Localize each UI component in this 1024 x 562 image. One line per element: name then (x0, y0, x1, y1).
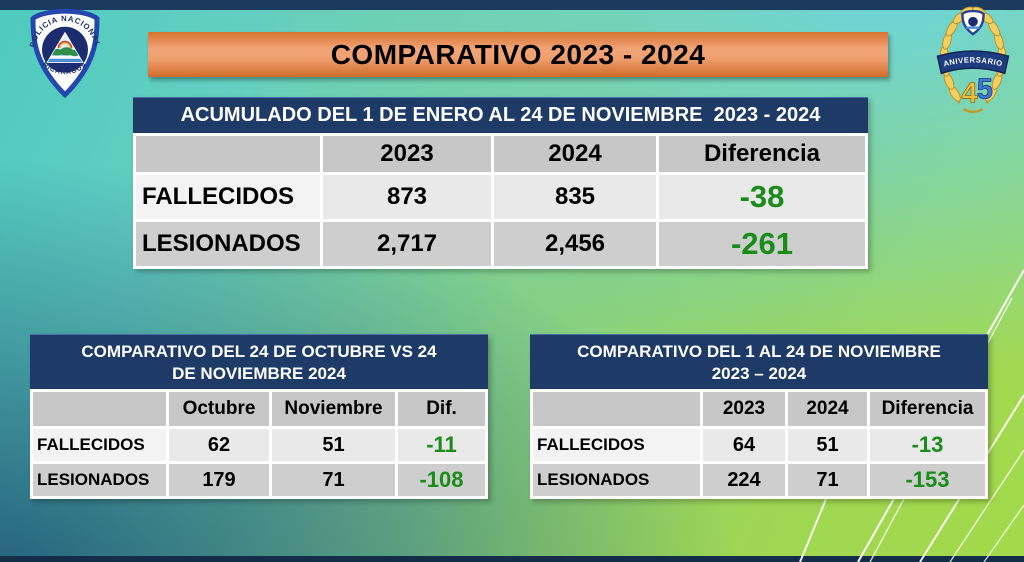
fallecidos-diff-value: -38 (659, 175, 865, 219)
october-vs-november-table: COMPARATIVO DEL 24 DE OCTUBRE VS 24 DE N… (30, 334, 488, 500)
row-label-fallecidos: FALLECIDOS (533, 429, 700, 462)
row-label-fallecidos: FALLECIDOS (136, 175, 320, 219)
column-header-2024: 2024 (788, 392, 867, 427)
lesionados-2024-value: 2,456 (494, 222, 656, 266)
lesionados-noviembre-value: 71 (272, 464, 395, 497)
fallecidos-2024-value: 51 (788, 429, 867, 462)
november-table-title-line1: COMPARATIVO DEL 1 AL 24 DE NOVIEMBRE (577, 342, 941, 361)
row-label-lesionados: LESIONADOS (136, 222, 320, 266)
accumulated-table-title: ACUMULADO DEL 1 DE ENERO AL 24 DE NOVIEM… (133, 97, 868, 133)
october-table-title-line1: COMPARATIVO DEL 24 DE OCTUBRE VS 24 (81, 342, 437, 361)
slide-title: COMPARATIVO 2023 - 2024 (330, 38, 706, 70)
october-table-title-line2: DE NOVIEMBRE 2024 (172, 364, 346, 384)
slide-title-banner: COMPARATIVO 2023 - 2024 (148, 32, 888, 77)
bottom-border-bar (0, 556, 1024, 562)
lesionados-2024-value: 71 (788, 464, 867, 497)
november-table-grid: 2023 2024 Diferencia FALLECIDOS 64 51 -1… (530, 389, 988, 500)
column-header-octubre: Octubre (169, 392, 269, 427)
fallecidos-octubre-value: 62 (169, 429, 269, 462)
october-table-grid: Octubre Noviembre Dif. FALLECIDOS 62 51 … (30, 389, 488, 500)
column-header-diferencia: Diferencia (659, 136, 865, 172)
row-label-fallecidos: FALLECIDOS (33, 429, 166, 462)
lesionados-octubre-value: 179 (169, 464, 269, 497)
lesionados-2023-value: 224 (703, 464, 785, 497)
lesionados-diff-value: -261 (659, 222, 865, 266)
anniversary-digit-5: 5 (977, 73, 993, 105)
table-corner-cell (136, 136, 320, 172)
fallecidos-dif-value: -11 (398, 429, 485, 462)
fallecidos-noviembre-value: 51 (272, 429, 395, 462)
november-comparison-table: COMPARATIVO DEL 1 AL 24 DE NOVIEMBRE 202… (530, 334, 988, 500)
november-table-title: COMPARATIVO DEL 1 AL 24 DE NOVIEMBRE 202… (530, 334, 988, 390)
column-header-2023: 2023 (323, 136, 491, 172)
accumulated-table: ACUMULADO DEL 1 DE ENERO AL 24 DE NOVIEM… (133, 97, 868, 269)
fallecidos-2024-value: 835 (494, 175, 656, 219)
column-header-dif: Dif. (398, 392, 485, 427)
table-corner-cell (533, 392, 700, 427)
row-label-lesionados: LESIONADOS (533, 464, 700, 497)
lesionados-diferencia-value: -153 (870, 464, 985, 497)
police-national-badge-icon: POLICIA NACIONAL NICARAGUA (28, 8, 101, 99)
column-header-2023: 2023 (703, 392, 785, 427)
top-border-bar (0, 0, 1024, 10)
october-table-title: COMPARATIVO DEL 24 DE OCTUBRE VS 24 DE N… (30, 334, 488, 390)
column-header-2024: 2024 (494, 136, 656, 172)
row-label-lesionados: LESIONADOS (33, 464, 166, 497)
column-header-noviembre: Noviembre (272, 392, 395, 427)
anniversary-45-logo-icon: ANIVERSARIO 4 5 (936, 4, 1010, 114)
fallecidos-2023-value: 64 (703, 429, 785, 462)
fallecidos-2023-value: 873 (323, 175, 491, 219)
column-header-diferencia: Diferencia (870, 392, 985, 427)
lesionados-dif-value: -108 (398, 464, 485, 497)
fallecidos-diferencia-value: -13 (870, 429, 985, 462)
lesionados-2023-value: 2,717 (323, 222, 491, 266)
november-table-title-line2: 2023 – 2024 (711, 364, 807, 384)
anniversary-digit-4: 4 (961, 77, 977, 109)
table-corner-cell (33, 392, 166, 427)
accumulated-table-grid: 2023 2024 Diferencia FALLECIDOS 873 835 … (133, 133, 868, 269)
